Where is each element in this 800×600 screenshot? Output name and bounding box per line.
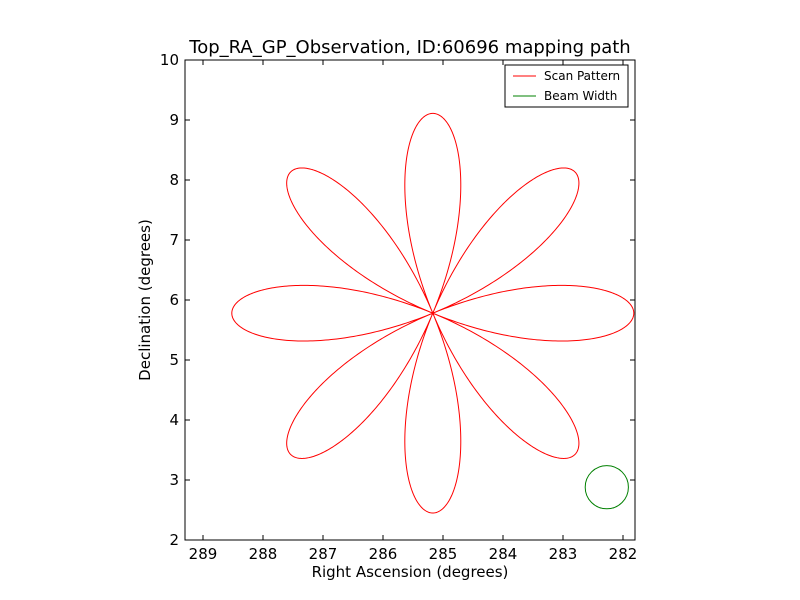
y-tick-label: 6 bbox=[169, 291, 179, 309]
scan-pattern-line bbox=[231, 112, 635, 514]
x-tick-label: 289 bbox=[189, 545, 218, 563]
legend: Scan Pattern Beam Width bbox=[504, 64, 629, 108]
legend-label-beam-width: Beam Width bbox=[544, 89, 617, 103]
x-tick-label: 286 bbox=[369, 545, 398, 563]
y-tick-label: 9 bbox=[169, 111, 179, 129]
x-tick-label: 285 bbox=[429, 545, 458, 563]
y-tick-label: 5 bbox=[169, 351, 179, 369]
series-layer bbox=[231, 112, 635, 514]
y-tick-label: 8 bbox=[169, 171, 179, 189]
y-tick-label: 7 bbox=[169, 231, 179, 249]
x-tick-label: 287 bbox=[309, 545, 338, 563]
legend-box bbox=[504, 64, 629, 108]
y-axis: 2 3 4 5 6 7 8 9 10 bbox=[160, 51, 635, 549]
x-tick-label: 283 bbox=[549, 545, 578, 563]
x-tick-label: 288 bbox=[249, 545, 278, 563]
x-tick-label: 284 bbox=[489, 545, 518, 563]
x-axis: 289 288 287 286 285 284 283 282 bbox=[189, 60, 638, 563]
beam-width-circle bbox=[584, 465, 629, 510]
plot-area: 289 288 287 286 285 284 283 282 2 3 4 5 6 7 8 9 10 bbox=[160, 51, 637, 563]
y-tick-label: 4 bbox=[169, 411, 179, 429]
y-tick-label: 10 bbox=[160, 51, 179, 69]
y-tick-label: 3 bbox=[169, 471, 179, 489]
x-axis-label: Right Ascension (degrees) bbox=[312, 563, 509, 581]
y-tick-label: 2 bbox=[169, 531, 179, 549]
legend-label-scan-pattern: Scan Pattern bbox=[544, 69, 620, 83]
y-axis-label: Declination (degrees) bbox=[136, 219, 154, 381]
chart-title: Top_RA_GP_Observation, ID:60696 mapping … bbox=[188, 37, 630, 58]
plot-frame bbox=[184, 59, 636, 541]
x-tick-label: 282 bbox=[609, 545, 638, 563]
